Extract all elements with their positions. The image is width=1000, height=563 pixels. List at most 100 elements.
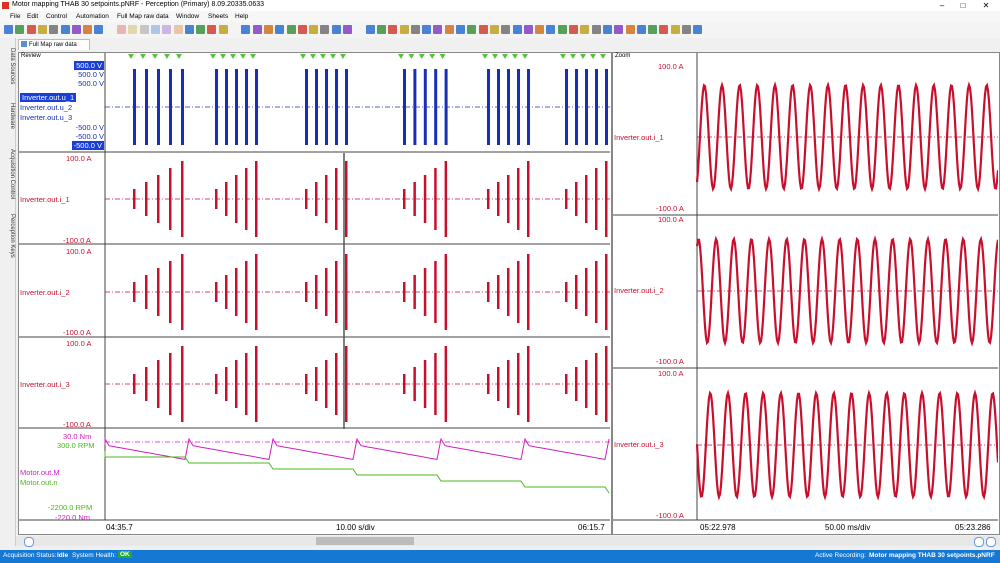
current-burst-bar [169,353,172,415]
i3-channel-name[interactable]: Inverter.out.i_3 [20,380,70,389]
toolbar-button-icon[interactable] [252,25,262,34]
toolbar-button-icon[interactable] [670,25,680,34]
close-button[interactable]: ✕ [982,1,990,10]
toolbar-button-icon[interactable] [456,25,465,34]
scroll-forward-icon[interactable] [986,537,996,547]
tab-full-map-raw-data[interactable]: Full Map raw data [18,39,90,50]
toolbar-button-icon[interactable] [26,25,36,34]
side-tab-hardware[interactable]: Hardware [9,102,15,129]
toolbar-button-icon[interactable] [399,25,409,34]
toolbar-button-icon[interactable] [648,25,658,34]
zoom-plot-area[interactable] [613,53,998,533]
toolbar-button-icon[interactable] [580,25,590,34]
toolbar-button-icon[interactable] [331,25,341,34]
toolbar-button-icon[interactable] [682,25,691,34]
toolbar-button-icon[interactable] [275,25,285,34]
current-burst-bar [157,175,160,223]
toolbar-button-icon[interactable] [388,25,398,34]
toolbar-button-icon[interactable] [309,25,319,34]
toolbar-button-icon[interactable] [297,25,307,34]
toolbar-button-icon[interactable] [184,25,194,34]
toolbar-button-icon[interactable] [263,25,273,34]
toolbar-button-icon[interactable] [343,25,352,34]
toolbar-button-icon[interactable] [625,25,635,34]
toolbar-button-icon[interactable] [546,25,556,34]
horizontal-scrollbar[interactable] [16,536,1000,547]
toolbar-button-icon[interactable] [4,25,13,34]
i2-channel-name[interactable]: Inverter.out.i_2 [20,288,70,297]
speed-channel-name[interactable]: Motor.out.n [20,478,58,487]
toolbar-button-icon[interactable] [433,25,443,34]
channel-u2[interactable]: Inverter.out.u_2 [20,103,73,112]
toolbar-button-icon[interactable] [602,25,612,34]
toolbar-button-icon[interactable] [636,25,646,34]
toolbar-button-icon[interactable] [659,25,669,34]
minimize-button[interactable]: – [939,1,945,10]
toolbar-button-icon[interactable] [150,25,160,34]
toolbar-button-icon[interactable] [49,25,59,34]
toolbar-button-icon[interactable] [196,25,206,34]
channel-u1[interactable]: Inverter.out.u_1 [20,93,77,102]
speed-scale-top: 300.0 RPM [57,441,95,450]
toolbar-button-icon[interactable] [128,25,138,34]
menu-automation[interactable]: Automation [76,13,109,20]
zoom-i1-channel-name[interactable]: Inverter.out.i_1 [614,133,664,142]
torque-channel-name[interactable]: Motor.out.M [20,468,60,477]
side-tab-perception-keys[interactable]: Perception Keys [9,213,15,258]
current-burst-bar [245,261,248,323]
toolbar-button-icon[interactable] [376,25,386,34]
toolbar-button-icon[interactable] [320,25,330,34]
toolbar-button-icon[interactable] [478,25,488,34]
toolbar-button-icon[interactable] [117,25,126,34]
toolbar-button-icon[interactable] [60,25,70,34]
scroll-left-icon[interactable] [24,537,34,547]
toolbar-button-icon[interactable] [410,25,420,34]
toolbar-button-icon[interactable] [489,25,499,34]
toolbar-button-icon[interactable] [286,25,296,34]
event-marker-icon [492,54,498,59]
channel-u3[interactable]: Inverter.out.u_3 [20,113,73,122]
scroll-back-icon[interactable] [974,537,984,547]
toolbar-button-icon[interactable] [444,25,454,34]
current-burst-bar [335,261,338,323]
toolbar-button-icon[interactable] [83,25,93,34]
toolbar-button-icon[interactable] [693,25,703,34]
toolbar-button-icon[interactable] [557,25,567,34]
toolbar-button-icon[interactable] [569,25,578,34]
menu-full-map[interactable]: Full Map raw data [117,13,169,20]
toolbar-button-icon[interactable] [37,25,47,34]
scrollbar-thumb[interactable] [316,537,414,545]
toolbar-button-icon[interactable] [614,25,624,34]
maximize-button[interactable]: □ [960,1,966,10]
side-tab-acquisition-control[interactable]: Acquisition Control [9,148,15,200]
menu-window[interactable]: Window [176,13,200,20]
menu-sheets[interactable]: Sheets [208,13,229,20]
toolbar-button-icon[interactable] [71,25,81,34]
toolbar-button-icon[interactable] [241,25,251,34]
toolbar-button-icon[interactable] [15,25,25,34]
toolbar-button-icon[interactable] [207,25,217,34]
toolbar-button-icon[interactable] [162,25,172,34]
current-burst-bar [565,282,568,302]
toolbar-button-icon[interactable] [467,25,477,34]
toolbar-button-icon[interactable] [523,25,533,34]
review-plot-area[interactable] [19,53,610,533]
toolbar-button-icon[interactable] [535,25,545,34]
side-tab-data-sources[interactable]: Data Sources [9,47,15,85]
toolbar-button-icon[interactable] [218,25,228,34]
toolbar-button-icon[interactable] [512,25,522,34]
toolbar-button-icon[interactable] [501,25,511,34]
zoom-i3-channel-name[interactable]: Inverter.out.i_3 [614,440,664,449]
toolbar-button-icon[interactable] [139,25,149,34]
menu-help[interactable]: Help [235,13,249,20]
i1-channel-name[interactable]: Inverter.out.i_1 [20,195,70,204]
toolbar-button-icon[interactable] [365,25,375,34]
toolbar-button-icon[interactable] [94,25,104,34]
toolbar-button-icon[interactable] [173,25,183,34]
toolbar-button-icon[interactable] [422,25,432,34]
menu-file[interactable]: File [10,13,21,20]
menu-edit[interactable]: Edit [27,13,39,20]
menu-control[interactable]: Control [46,13,67,20]
zoom-i2-channel-name[interactable]: Inverter.out.i_2 [614,286,664,295]
toolbar-button-icon[interactable] [591,25,601,34]
